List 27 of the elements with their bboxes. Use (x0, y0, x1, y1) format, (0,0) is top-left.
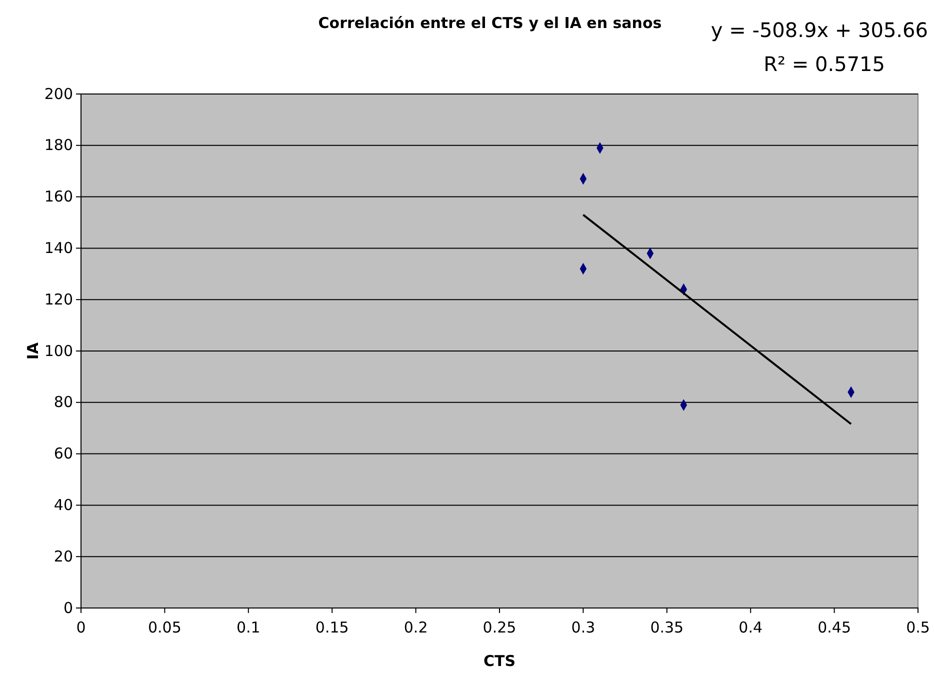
x-tick-label: 0.1 (236, 618, 260, 636)
x-tick-label: 0.5 (906, 618, 930, 636)
y-axis-title: IA (24, 342, 42, 360)
y-tick-label: 200 (44, 84, 73, 103)
x-tick-label: 0.3 (571, 618, 596, 636)
x-tick-label: 0.05 (148, 618, 182, 636)
y-tick-label: 80 (54, 393, 73, 412)
y-tick-label: 160 (44, 188, 73, 206)
x-tick-label: 0.4 (738, 618, 763, 636)
y-tick-label: 180 (44, 136, 73, 154)
x-axis-title: CTS (483, 652, 516, 670)
x-tick-label: 0.35 (650, 618, 684, 636)
y-tick-label: 140 (44, 239, 73, 257)
y-tick-label: 20 (54, 547, 73, 566)
y-tick-label: 40 (54, 496, 73, 514)
y-tick-label: 0 (63, 598, 73, 617)
x-tick-label: 0.15 (315, 618, 349, 636)
x-tick-label: 0.45 (818, 618, 852, 636)
text: y = -508.9x + 305.66 (710, 18, 928, 42)
chart-title: Correlación entre el CTS y el IA en sanos (318, 14, 662, 32)
y-tick-label: 100 (44, 342, 73, 360)
text: R² = 0.5715 (764, 52, 885, 76)
x-tick-label: 0.25 (482, 618, 516, 636)
y-tick-label: 120 (44, 290, 73, 308)
y-tick-label: 60 (54, 444, 73, 463)
x-tick-label: 0 (76, 618, 86, 636)
x-tick-label: 0.2 (404, 618, 428, 636)
